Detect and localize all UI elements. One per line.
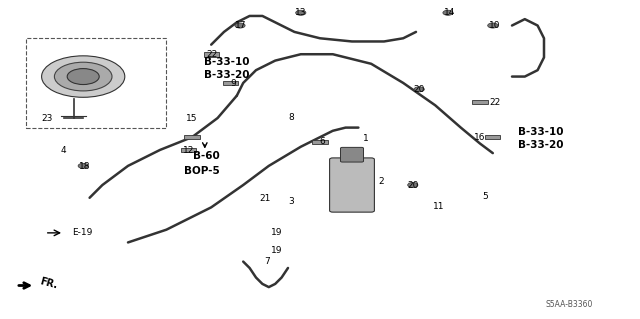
- Text: 2: 2: [378, 177, 383, 186]
- Circle shape: [408, 182, 418, 188]
- Circle shape: [54, 62, 112, 91]
- Text: 12: 12: [183, 146, 195, 155]
- FancyBboxPatch shape: [330, 158, 374, 212]
- FancyBboxPatch shape: [340, 147, 364, 162]
- Text: 16: 16: [474, 133, 486, 142]
- Bar: [184, 135, 200, 139]
- Text: B-33-20: B-33-20: [518, 140, 564, 150]
- Text: E-19: E-19: [72, 228, 92, 237]
- Text: 10: 10: [489, 21, 500, 30]
- Bar: [472, 100, 488, 104]
- Circle shape: [488, 23, 498, 28]
- Circle shape: [296, 10, 306, 15]
- Circle shape: [67, 69, 99, 85]
- Text: 9: 9: [230, 79, 236, 88]
- Bar: [485, 135, 500, 139]
- Bar: [204, 52, 219, 56]
- Text: S5AA-B3360: S5AA-B3360: [546, 300, 593, 309]
- Text: 7: 7: [265, 257, 270, 266]
- Bar: [312, 140, 328, 144]
- Circle shape: [78, 163, 88, 168]
- Text: 19: 19: [271, 228, 282, 237]
- Text: 6: 6: [319, 137, 324, 146]
- Text: 18: 18: [79, 162, 90, 171]
- Text: B-33-10: B-33-10: [204, 57, 250, 67]
- Text: 17: 17: [235, 21, 246, 30]
- Text: 20: 20: [407, 181, 419, 190]
- Text: 21: 21: [259, 194, 271, 203]
- Circle shape: [235, 23, 245, 28]
- Text: 1: 1: [364, 134, 369, 143]
- Text: 3: 3: [289, 197, 294, 206]
- Text: 23: 23: [42, 114, 53, 122]
- Text: 4: 4: [61, 146, 66, 155]
- Text: 22: 22: [489, 98, 500, 107]
- Text: 19: 19: [271, 246, 282, 255]
- Bar: [26, 38, 166, 128]
- Text: 14: 14: [444, 8, 456, 17]
- Text: 13: 13: [295, 8, 307, 17]
- Text: B-33-20: B-33-20: [204, 70, 250, 80]
- Text: 20: 20: [413, 85, 425, 94]
- Text: B-60: B-60: [193, 151, 220, 161]
- Text: 22: 22: [207, 50, 218, 59]
- Text: 8: 8: [289, 113, 294, 122]
- Text: BOP-5: BOP-5: [184, 166, 220, 176]
- Circle shape: [42, 56, 125, 97]
- Text: 11: 11: [433, 202, 444, 211]
- Circle shape: [414, 87, 424, 92]
- Text: FR.: FR.: [38, 276, 58, 290]
- Bar: [181, 148, 196, 152]
- Text: 5: 5: [483, 192, 488, 201]
- Text: 15: 15: [186, 114, 197, 122]
- Bar: [223, 81, 238, 85]
- Text: B-33-10: B-33-10: [518, 127, 564, 137]
- Circle shape: [443, 10, 453, 15]
